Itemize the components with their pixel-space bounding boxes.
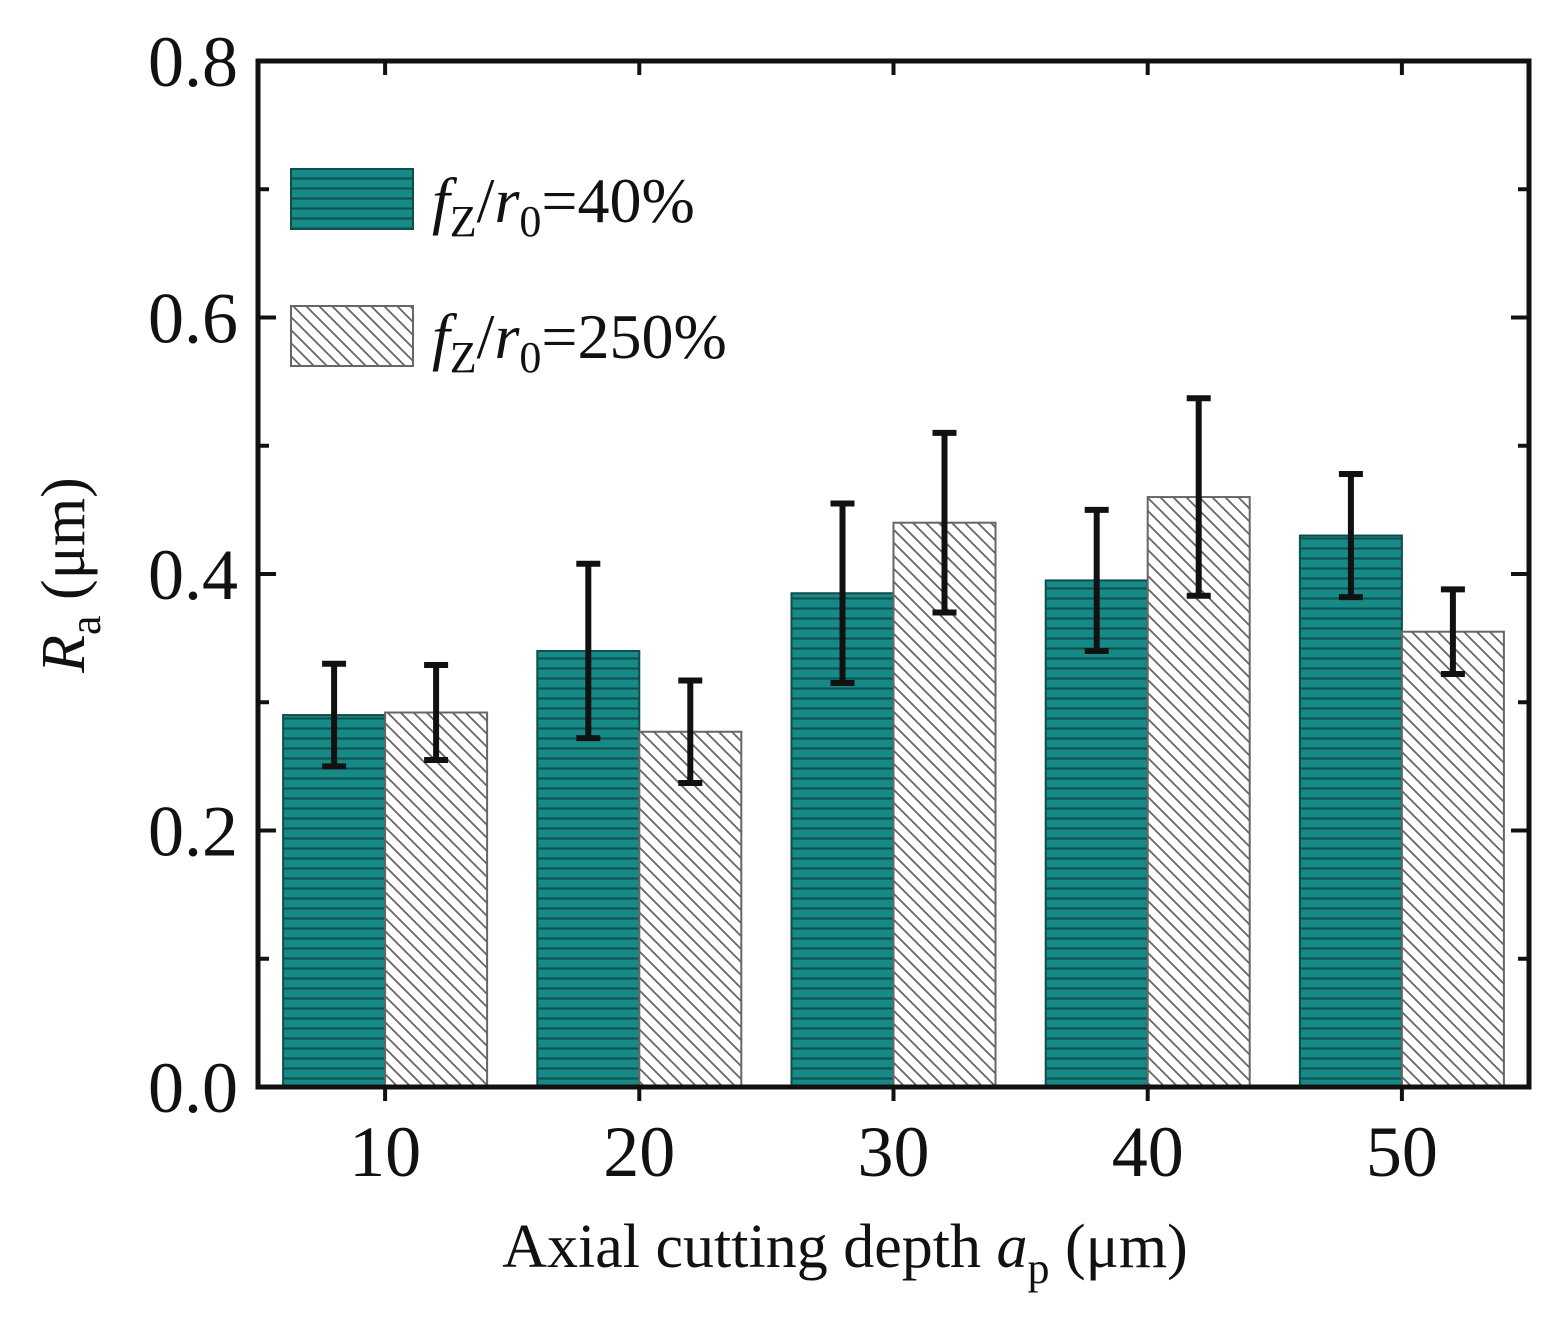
y-tick-label-0.8: 0.8 bbox=[148, 22, 238, 102]
x-tick-label-20: 20 bbox=[603, 1112, 675, 1192]
x-tick-labels: 10 20 30 40 50 bbox=[349, 1112, 1438, 1192]
ticks-layer bbox=[258, 59, 1529, 1101]
error-bar-s1-40 bbox=[1084, 506, 1109, 654]
x-axis-title: Axial cutting depth ap (μm) bbox=[502, 1213, 1187, 1293]
legend-swatch-series-2 bbox=[290, 305, 414, 367]
y-tick-label-0.2: 0.2 bbox=[148, 792, 238, 872]
error-bar-s2-30 bbox=[932, 429, 957, 616]
error-bar-s1-30 bbox=[830, 500, 855, 687]
x-tick-label-10: 10 bbox=[349, 1112, 421, 1192]
bar-s1-50 bbox=[1298, 534, 1403, 1088]
bar-s2-30 bbox=[892, 521, 997, 1088]
bars-layer bbox=[282, 496, 1505, 1089]
y-axis-title: Ra (μm) bbox=[30, 477, 110, 674]
bar-s2-10 bbox=[384, 711, 489, 1088]
y-tick-label-0.0: 0.0 bbox=[148, 1048, 238, 1128]
error-bar-s1-10 bbox=[322, 660, 347, 770]
error-bar-s1-20 bbox=[576, 560, 601, 742]
y-tick-labels: 0.0 0.2 0.4 0.6 0.8 bbox=[148, 22, 238, 1128]
legend-label-series-1: fZ/r0=40% bbox=[432, 165, 695, 246]
legend-label-series-2: fZ/r0=250% bbox=[432, 301, 727, 382]
error-bars-layer bbox=[322, 395, 1465, 787]
error-bar-s1-50 bbox=[1338, 470, 1363, 601]
bar-s1-40 bbox=[1044, 579, 1149, 1088]
bar-s2-50 bbox=[1400, 630, 1505, 1089]
y-tick-label-0.6: 0.6 bbox=[148, 279, 238, 359]
legend-swatch-series-1 bbox=[290, 168, 414, 230]
x-tick-label-50: 50 bbox=[1366, 1112, 1438, 1192]
x-tick-label-40: 40 bbox=[1112, 1112, 1184, 1192]
y-tick-label-0.4: 0.4 bbox=[148, 535, 238, 615]
x-tick-label-30: 30 bbox=[858, 1112, 930, 1192]
error-bar-s2-50 bbox=[1440, 586, 1465, 678]
bar-s2-20 bbox=[638, 730, 743, 1088]
error-bar-s2-40 bbox=[1186, 395, 1211, 599]
legend: fZ/r0=40% fZ/r0=250% bbox=[290, 165, 727, 382]
error-bar-s2-20 bbox=[678, 677, 703, 787]
error-bar-s2-10 bbox=[424, 662, 449, 763]
bar-s1-10 bbox=[282, 714, 387, 1088]
